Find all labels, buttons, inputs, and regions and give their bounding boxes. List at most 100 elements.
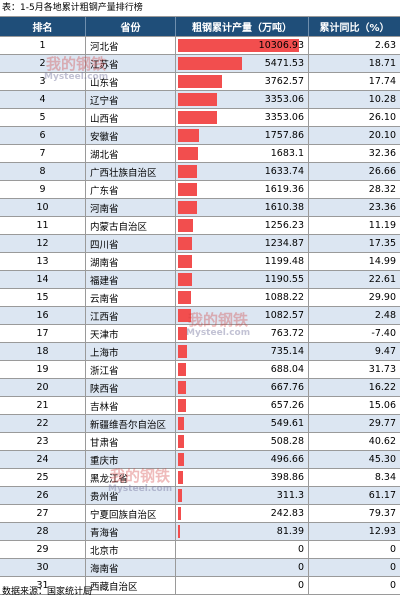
output-data-bar xyxy=(178,255,193,268)
output-cell: 508.28 xyxy=(176,433,309,450)
table-row: 3 山东省 3762.57 17.74 xyxy=(0,73,400,91)
output-value: 81.39 xyxy=(276,526,304,537)
province-cell: 北京市 xyxy=(86,541,176,558)
output-data-bar xyxy=(178,201,197,214)
output-data-bar xyxy=(178,507,181,520)
output-cell: 1199.48 xyxy=(176,253,309,270)
output-cell: 735.14 xyxy=(176,343,309,360)
output-cell: 1619.36 xyxy=(176,181,309,198)
rank-cell: 20 xyxy=(0,379,86,396)
table-row: 19 浙江省 688.04 31.73 xyxy=(0,361,400,379)
output-data-bar xyxy=(178,111,218,124)
output-data-bar xyxy=(178,435,184,448)
output-value: 688.04 xyxy=(270,364,304,375)
output-data-bar xyxy=(178,489,182,502)
data-source-note: 数据来源：国家统计局 xyxy=(2,587,93,597)
output-cell: 657.26 xyxy=(176,397,309,414)
output-data-bar xyxy=(178,183,197,196)
output-value: 311.3 xyxy=(276,490,304,501)
rank-cell: 8 xyxy=(0,163,86,180)
table-row: 30 海南省 0 0 xyxy=(0,559,400,577)
table-row: 1 河北省 10306.93 2.63 xyxy=(0,37,400,55)
yoy-cell: 22.61 xyxy=(368,274,396,285)
province-cell: 河南省 xyxy=(86,199,176,216)
output-cell: 496.66 xyxy=(176,451,309,468)
output-cell: 5471.53 xyxy=(176,55,309,72)
rank-cell: 4 xyxy=(0,91,86,108)
output-data-bar xyxy=(178,417,185,430)
table-row: 24 重庆市 496.66 45.30 xyxy=(0,451,400,469)
output-data-bar xyxy=(178,471,183,484)
province-cell: 黑龙江省 xyxy=(86,469,176,486)
table-row: 23 甘肃省 508.28 40.62 xyxy=(0,433,400,451)
table-row: 21 吉林省 657.26 15.06 xyxy=(0,397,400,415)
output-cell: 0 xyxy=(176,577,309,594)
yoy-cell: 16.22 xyxy=(368,382,396,393)
table-row: 7 湖北省 1683.1 32.36 xyxy=(0,145,400,163)
yoy-cell: 0 xyxy=(389,580,396,591)
province-cell: 陕西省 xyxy=(86,379,176,396)
output-cell: 1234.87 xyxy=(176,235,309,252)
rank-cell: 6 xyxy=(0,127,86,144)
rank-cell: 28 xyxy=(0,523,86,540)
output-data-bar xyxy=(178,327,187,340)
table-row: 13 湖南省 1199.48 14.99 xyxy=(0,253,400,271)
output-cell: 1757.86 xyxy=(176,127,309,144)
output-value: 1610.38 xyxy=(264,202,304,213)
table-row: 15 云南省 1088.22 29.90 xyxy=(0,289,400,307)
output-value: 1190.55 xyxy=(264,274,304,285)
rank-cell: 9 xyxy=(0,181,86,198)
province-cell: 江西省 xyxy=(86,307,176,324)
table-row: 4 辽宁省 3353.06 10.28 xyxy=(0,91,400,109)
province-cell: 广西壮族自治区 xyxy=(86,163,176,180)
output-value: 496.66 xyxy=(270,454,304,465)
yoy-cell: 9.47 xyxy=(374,346,396,357)
province-cell: 西藏自治区 xyxy=(86,577,176,594)
rank-cell: 21 xyxy=(0,397,86,414)
rank-cell: 13 xyxy=(0,253,86,270)
province-cell: 江苏省 xyxy=(86,55,176,72)
output-cell: 763.72 xyxy=(176,325,309,342)
output-value: 1082.57 xyxy=(264,310,304,321)
province-cell: 贵州省 xyxy=(86,487,176,504)
table-row: 8 广西壮族自治区 1633.74 26.66 xyxy=(0,163,400,181)
output-value: 0 xyxy=(297,580,304,591)
yoy-cell: 29.90 xyxy=(368,292,396,303)
output-data-bar xyxy=(178,525,180,538)
rank-cell: 1 xyxy=(0,37,86,54)
province-cell: 河北省 xyxy=(86,37,176,54)
output-value: 5471.53 xyxy=(264,58,304,69)
province-cell: 辽宁省 xyxy=(86,91,176,108)
table-header: 排名 省份 粗钢累计产量（万吨） 累计同比（%） xyxy=(0,17,400,37)
output-data-bar xyxy=(178,219,193,232)
rank-cell: 26 xyxy=(0,487,86,504)
table-row: 9 广东省 1619.36 28.32 xyxy=(0,181,400,199)
table-row: 11 内蒙古自治区 1256.23 11.19 xyxy=(0,217,400,235)
output-value: 508.28 xyxy=(270,436,304,447)
table-row: 10 河南省 1610.38 23.36 xyxy=(0,199,400,217)
output-data-bar xyxy=(178,75,223,88)
province-cell: 新疆维吾尔自治区 xyxy=(86,415,176,432)
output-data-bar xyxy=(178,165,198,178)
province-cell: 湖南省 xyxy=(86,253,176,270)
output-data-bar xyxy=(178,309,191,322)
province-cell: 内蒙古自治区 xyxy=(86,217,176,234)
yoy-cell: 18.71 xyxy=(368,58,396,69)
province-cell: 宁夏回族自治区 xyxy=(86,505,176,522)
table-row: 6 安徽省 1757.86 20.10 xyxy=(0,127,400,145)
province-cell: 甘肃省 xyxy=(86,433,176,450)
yoy-cell: 32.36 xyxy=(368,148,396,159)
yoy-cell: 0 xyxy=(389,562,396,573)
output-value: 1619.36 xyxy=(264,184,304,195)
table-body: 1 河北省 10306.93 2.63 2 江苏省 5471.53 18.71 3 山东省 3762… xyxy=(0,37,400,595)
output-value: 1199.48 xyxy=(264,256,304,267)
output-data-bar xyxy=(178,39,299,52)
rank-cell: 14 xyxy=(0,271,86,288)
output-cell: 81.39 xyxy=(176,523,309,540)
output-cell: 242.83 xyxy=(176,505,309,522)
output-cell: 1633.74 xyxy=(176,163,309,180)
rank-cell: 10 xyxy=(0,199,86,216)
rank-cell: 24 xyxy=(0,451,86,468)
province-cell: 安徽省 xyxy=(86,127,176,144)
output-value: 549.61 xyxy=(270,418,304,429)
